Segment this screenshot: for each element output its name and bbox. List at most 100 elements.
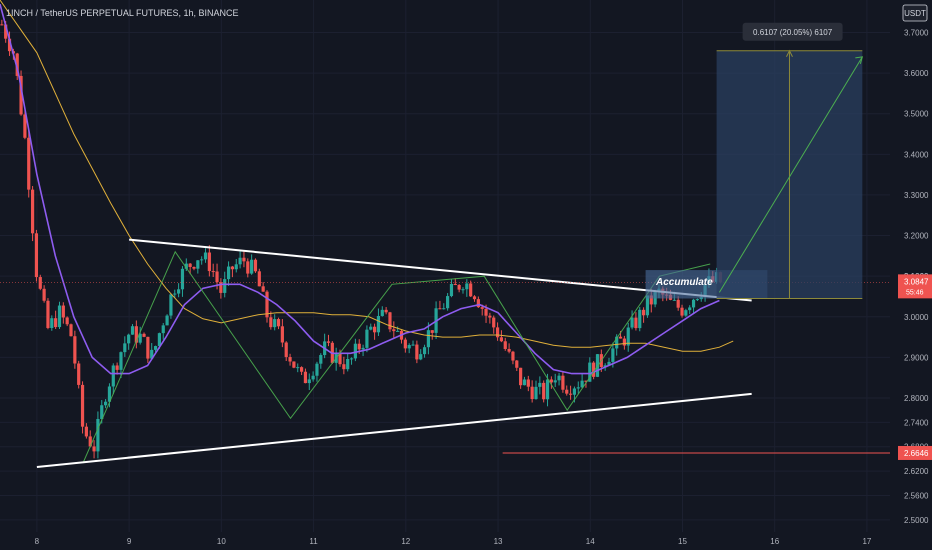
candle-body xyxy=(153,346,158,350)
candle-body xyxy=(415,344,419,360)
y-tick-label: 3.5000 xyxy=(904,110,929,119)
target-label-badge xyxy=(742,22,843,41)
candle-body xyxy=(346,358,350,370)
candle-body xyxy=(472,296,477,300)
target-label: 0.6107 (20.05%) 6107 xyxy=(753,28,833,37)
candle-body xyxy=(338,352,342,365)
candle-body xyxy=(588,362,592,382)
candle-body xyxy=(265,291,269,318)
candle-body xyxy=(542,382,546,400)
candle-body xyxy=(219,282,223,293)
candle-body xyxy=(422,347,427,355)
candle-body xyxy=(626,327,630,346)
overlays-layer: Accumulate 0.6107 (20.05%) 6107 xyxy=(0,0,890,469)
candle-body xyxy=(261,286,265,292)
candle-body xyxy=(507,348,511,352)
candle-body xyxy=(396,330,400,332)
candle-body xyxy=(142,333,146,337)
candle-body xyxy=(522,379,527,386)
ma-fast-line xyxy=(0,3,720,375)
candle-body xyxy=(465,283,469,290)
candle-body xyxy=(61,305,65,318)
candle-body xyxy=(576,387,580,389)
candle-body xyxy=(607,361,611,366)
current-price-badge-timer: 55:46 xyxy=(906,289,924,296)
projection-arrowhead xyxy=(855,56,864,64)
y-tick-label: 3.7000 xyxy=(904,28,929,37)
candle-body xyxy=(280,326,284,343)
candle-body xyxy=(242,257,246,262)
candle-body xyxy=(388,312,392,330)
candle-body xyxy=(365,329,369,348)
chart-title: 1INCH / TetherUS PERPETUAL FUTURES, 1h, … xyxy=(6,8,239,18)
y-tick-label: 3.6000 xyxy=(904,69,929,78)
candle-body xyxy=(169,294,173,316)
candle-body xyxy=(392,329,396,332)
candle-body xyxy=(319,355,323,364)
candle-body xyxy=(580,380,584,388)
candle-body xyxy=(65,317,69,325)
candle-body xyxy=(200,259,204,261)
candle-body xyxy=(207,252,211,272)
candle-body xyxy=(442,308,446,310)
candle-body xyxy=(307,379,311,384)
candle-body xyxy=(69,324,73,337)
candle-body xyxy=(203,252,208,260)
candle-body xyxy=(545,379,550,400)
candle-body xyxy=(461,289,465,291)
candle-body xyxy=(568,393,573,395)
candle-body xyxy=(615,336,619,349)
candle-body xyxy=(372,326,377,333)
axes-layer: 2.50002.56002.62002.68002.74002.80002.90… xyxy=(35,28,932,546)
candle-body xyxy=(495,327,500,338)
candle-body xyxy=(296,367,300,369)
candle-body xyxy=(250,259,254,274)
candle-body xyxy=(446,296,450,309)
candle-body xyxy=(688,307,692,311)
candle-body xyxy=(192,266,196,269)
x-tick-label: 8 xyxy=(35,537,40,546)
y-tick-label: 2.9000 xyxy=(904,353,929,362)
candle-body xyxy=(276,319,281,327)
candle-body xyxy=(549,379,553,383)
candle-body xyxy=(4,24,8,39)
candle-body xyxy=(584,380,588,382)
candle-body xyxy=(553,380,557,383)
candle-body xyxy=(104,401,108,406)
candle-body xyxy=(457,284,461,290)
y-tick-label: 3.2000 xyxy=(904,232,929,241)
candle-body xyxy=(634,317,638,329)
candle-body xyxy=(284,342,288,358)
candle-body xyxy=(177,289,181,294)
candle-body xyxy=(184,263,188,269)
candle-body xyxy=(253,259,258,272)
candle-body xyxy=(311,375,315,380)
candle-body xyxy=(672,299,676,301)
candle-body xyxy=(476,299,480,308)
candle-body xyxy=(645,295,650,316)
candle-body xyxy=(519,367,523,386)
candle-body xyxy=(380,309,384,316)
candle-body xyxy=(565,389,569,394)
candle-body xyxy=(484,308,488,316)
candle-body xyxy=(119,352,123,370)
candle-body xyxy=(77,363,81,385)
candle-body xyxy=(234,264,238,270)
candle-body xyxy=(292,361,296,368)
y-tick-label: 3.4000 xyxy=(904,150,929,159)
candle-body xyxy=(107,386,112,402)
candle-body xyxy=(111,365,115,387)
candle-body xyxy=(419,354,423,360)
x-tick-label: 12 xyxy=(401,537,410,546)
accumulate-label: Accumulate xyxy=(655,277,713,288)
candle-body xyxy=(180,268,185,290)
currency-button[interactable]: USDT xyxy=(902,4,928,22)
candle-body xyxy=(127,334,131,344)
candle-body xyxy=(288,357,292,362)
candle-body xyxy=(453,283,457,285)
candle-body xyxy=(638,309,642,329)
y-tick-label: 3.0000 xyxy=(904,313,929,322)
x-tick-label: 10 xyxy=(217,537,226,546)
y-tick-label: 2.6200 xyxy=(904,467,929,476)
